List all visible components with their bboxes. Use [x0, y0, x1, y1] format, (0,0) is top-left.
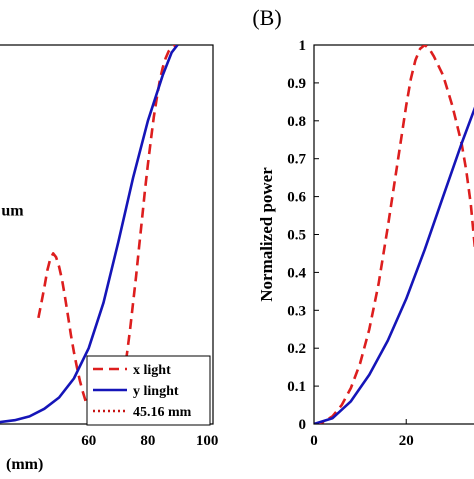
x-tick-label: 60: [81, 433, 96, 449]
panel-b: 0 20 0 0.1 0.2 0.3 0.4 0.5 0.6 0.7 0.8 0.9 1 Normaliz…: [252, 5, 474, 449]
x-tick-label: 20: [399, 433, 414, 449]
y-tick-label: 0.6: [287, 190, 306, 206]
legend: x light y linght 45.16 mm: [86, 355, 211, 426]
y-axis-label: Normalized power: [257, 167, 276, 302]
y-tick-label: 0.4: [287, 265, 306, 281]
legend-label: 45.16 mm: [133, 405, 192, 420]
y-tick-label: 0.9: [287, 76, 306, 92]
y-tick-label: 0.1: [287, 379, 306, 395]
y-tick-label: 0.3: [287, 303, 306, 319]
legend-label: y linght: [133, 384, 179, 399]
series-line-1-0: [314, 45, 474, 424]
panel-a: 60 80 100 (mm) um x light y linght 45.16 mm: [0, 44, 219, 473]
y-tick-label: 0: [299, 417, 307, 433]
y-tick-label: 0.8: [287, 114, 306, 130]
y-tick-label: 1: [299, 38, 307, 54]
x-tick-label: 0: [310, 433, 318, 449]
plot-area: [0, 45, 179, 424]
panel-label: (B): [252, 5, 281, 30]
annotation: um: [1, 203, 24, 220]
series-line-1-1: [314, 106, 474, 424]
series-line-0-0: [37, 45, 178, 424]
y-tick-label: 0.5: [287, 228, 306, 244]
x-tick-label: 80: [140, 433, 155, 449]
y-tick-label: 0.7: [287, 152, 306, 168]
plot-area: [314, 45, 474, 424]
y-tick-label: 0.2: [287, 341, 306, 357]
x-tick-label: 100: [196, 433, 219, 449]
legend-label: x light: [133, 363, 171, 378]
x-axis-label: (mm): [6, 456, 43, 473]
series-line-0-1: [0, 45, 179, 424]
